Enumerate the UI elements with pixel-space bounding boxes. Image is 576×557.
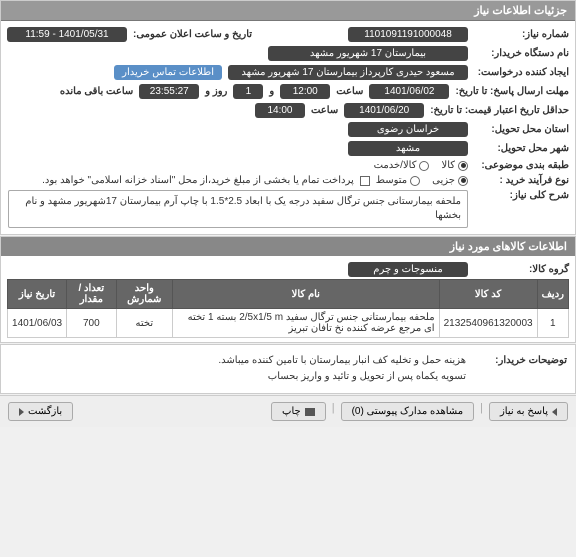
col-idx: ردیف <box>537 280 568 309</box>
panel-header: جزئیات اطلاعات نیاز <box>1 1 575 21</box>
cell-name: ملحفه بیمارستانی جنس ترگال سفید 2/5x1/5 … <box>173 309 440 338</box>
buyer-org-value: بیمارستان 17 شهریور مشهد <box>268 46 468 61</box>
cell-date: 1401/06/03 <box>8 309 67 338</box>
buyer-note-line: تسویه یکماه پس از تحویل و تائید و واریز … <box>218 369 466 385</box>
cell-unit: تخته <box>116 309 172 338</box>
cell-idx: 1 <box>537 309 568 338</box>
radio-icon <box>458 176 468 186</box>
col-name: نام کالا <box>173 280 440 309</box>
deadline-time: 12:00 <box>280 84 330 99</box>
remaining-label: ساعت باقی مانده <box>60 86 133 97</box>
table-header-row: ردیف کد کالا نام کالا واحد شمارش تعداد /… <box>8 280 569 309</box>
radio-label: متوسط <box>376 175 407 186</box>
buyer-org-label: نام دستگاه خریدار: <box>474 48 569 59</box>
reply-button[interactable]: پاسخ به نیاز <box>489 402 568 421</box>
treasury-checkbox[interactable] <box>360 176 370 186</box>
validity-time-label: ساعت <box>311 105 338 116</box>
radio-label: جزیی <box>432 175 455 186</box>
days-label: روز و <box>205 86 227 97</box>
back-button[interactable]: بازگشت <box>8 402 73 421</box>
back-label: بازگشت <box>28 406 62 417</box>
announce-value: 1401/05/31 - 11:59 <box>7 27 127 42</box>
print-label: چاپ <box>282 406 301 417</box>
table-row: 1 2132540961320003 ملحفه بیمارستانی جنس … <box>8 309 569 338</box>
requester-label: ایجاد کننده درخواست: <box>474 67 569 78</box>
payment-note: پرداخت تمام یا بخشی از مبلغ خرید،از محل … <box>42 175 354 186</box>
goods-header: اطلاعات کالاهای مورد نیاز <box>1 237 575 256</box>
validity-label: حداقل تاریخ اعتبار قیمت: تا تاریخ: <box>430 105 569 116</box>
deadline-time-label: ساعت <box>336 86 363 97</box>
desc-label: شرح کلی نیاز: <box>474 190 569 201</box>
city-value: مشهد <box>348 141 468 156</box>
deadline-date: 1401/06/02 <box>369 84 449 99</box>
and-label: و <box>269 86 274 97</box>
separator: | <box>480 402 483 421</box>
deadline-label: مهلت ارسال پاسخ: تا تاریخ: <box>455 86 569 97</box>
days-remaining: 1 <box>233 84 263 99</box>
province-value: خراسان رضوی <box>348 122 468 137</box>
radio-icon <box>419 161 429 171</box>
buyer-notes-label: توضیحات خریدار: <box>472 353 567 369</box>
category-label: طبقه بندی موضوعی: <box>474 160 569 171</box>
separator: | <box>332 402 335 421</box>
arrow-icon <box>552 408 557 416</box>
print-button[interactable]: چاپ <box>271 402 326 421</box>
col-date: تاریخ نیاز <box>8 280 67 309</box>
reply-label: پاسخ به نیاز <box>500 406 548 417</box>
radio-goods[interactable]: کالا <box>441 160 468 171</box>
radio-medium[interactable]: متوسط <box>376 175 420 186</box>
purchase-type-radio-group: جزیی متوسط <box>376 175 468 186</box>
validity-time: 14:00 <box>255 103 305 118</box>
buyer-notes-text: هزینه حمل و تخلیه کف انبار بیمارستان با … <box>218 353 466 385</box>
contact-info-button[interactable]: اطلاعات تماس خریدار <box>114 65 222 80</box>
city-label: شهر محل تحویل: <box>474 143 569 154</box>
col-unit: واحد شمارش <box>116 280 172 309</box>
radio-icon <box>458 161 468 171</box>
goods-group-value: منسوجات و چرم <box>348 262 468 277</box>
footer-bar: پاسخ به نیاز | مشاهده مدارک پیوستی (0) |… <box>0 395 576 427</box>
goods-group-label: گروه کالا: <box>474 264 569 275</box>
radio-icon <box>410 176 420 186</box>
attachments-button[interactable]: مشاهده مدارک پیوستی (0) <box>341 402 475 421</box>
need-number-label: شماره نیاز: <box>474 29 569 40</box>
purchase-type-label: نوع فرآیند خرید : <box>474 175 569 186</box>
validity-date: 1401/06/20 <box>344 103 424 118</box>
radio-goods-service[interactable]: کالا/خدمت <box>374 160 430 171</box>
time-remaining: 23:55:27 <box>139 84 199 99</box>
radio-minor[interactable]: جزیی <box>432 175 468 186</box>
category-radio-group: کالا کالا/خدمت <box>374 160 468 171</box>
requester-value: مسعود حیدری کارپرداز بیمارستان 17 شهریور… <box>228 65 468 80</box>
desc-textarea[interactable]: ملحفه بیمارستانی جنس ترگال سفید درجه یک … <box>8 190 468 228</box>
attachments-label: مشاهده مدارک پیوستی (0) <box>352 406 464 417</box>
cell-code: 2132540961320003 <box>439 309 537 338</box>
buyer-note-line: هزینه حمل و تخلیه کف انبار بیمارستان با … <box>218 353 466 369</box>
radio-label: کالا/خدمت <box>374 160 417 171</box>
col-qty: تعداد / مقدار <box>67 280 116 309</box>
print-icon <box>305 408 315 416</box>
arrow-icon <box>19 408 24 416</box>
province-label: استان محل تحویل: <box>474 124 569 135</box>
col-code: کد کالا <box>439 280 537 309</box>
cell-qty: 700 <box>67 309 116 338</box>
need-number-value: 1101091191000048 <box>348 27 468 42</box>
radio-label: کالا <box>441 160 455 171</box>
announce-label: تاریخ و ساعت اعلان عمومی: <box>133 29 252 40</box>
goods-table: ردیف کد کالا نام کالا واحد شمارش تعداد /… <box>7 279 569 338</box>
